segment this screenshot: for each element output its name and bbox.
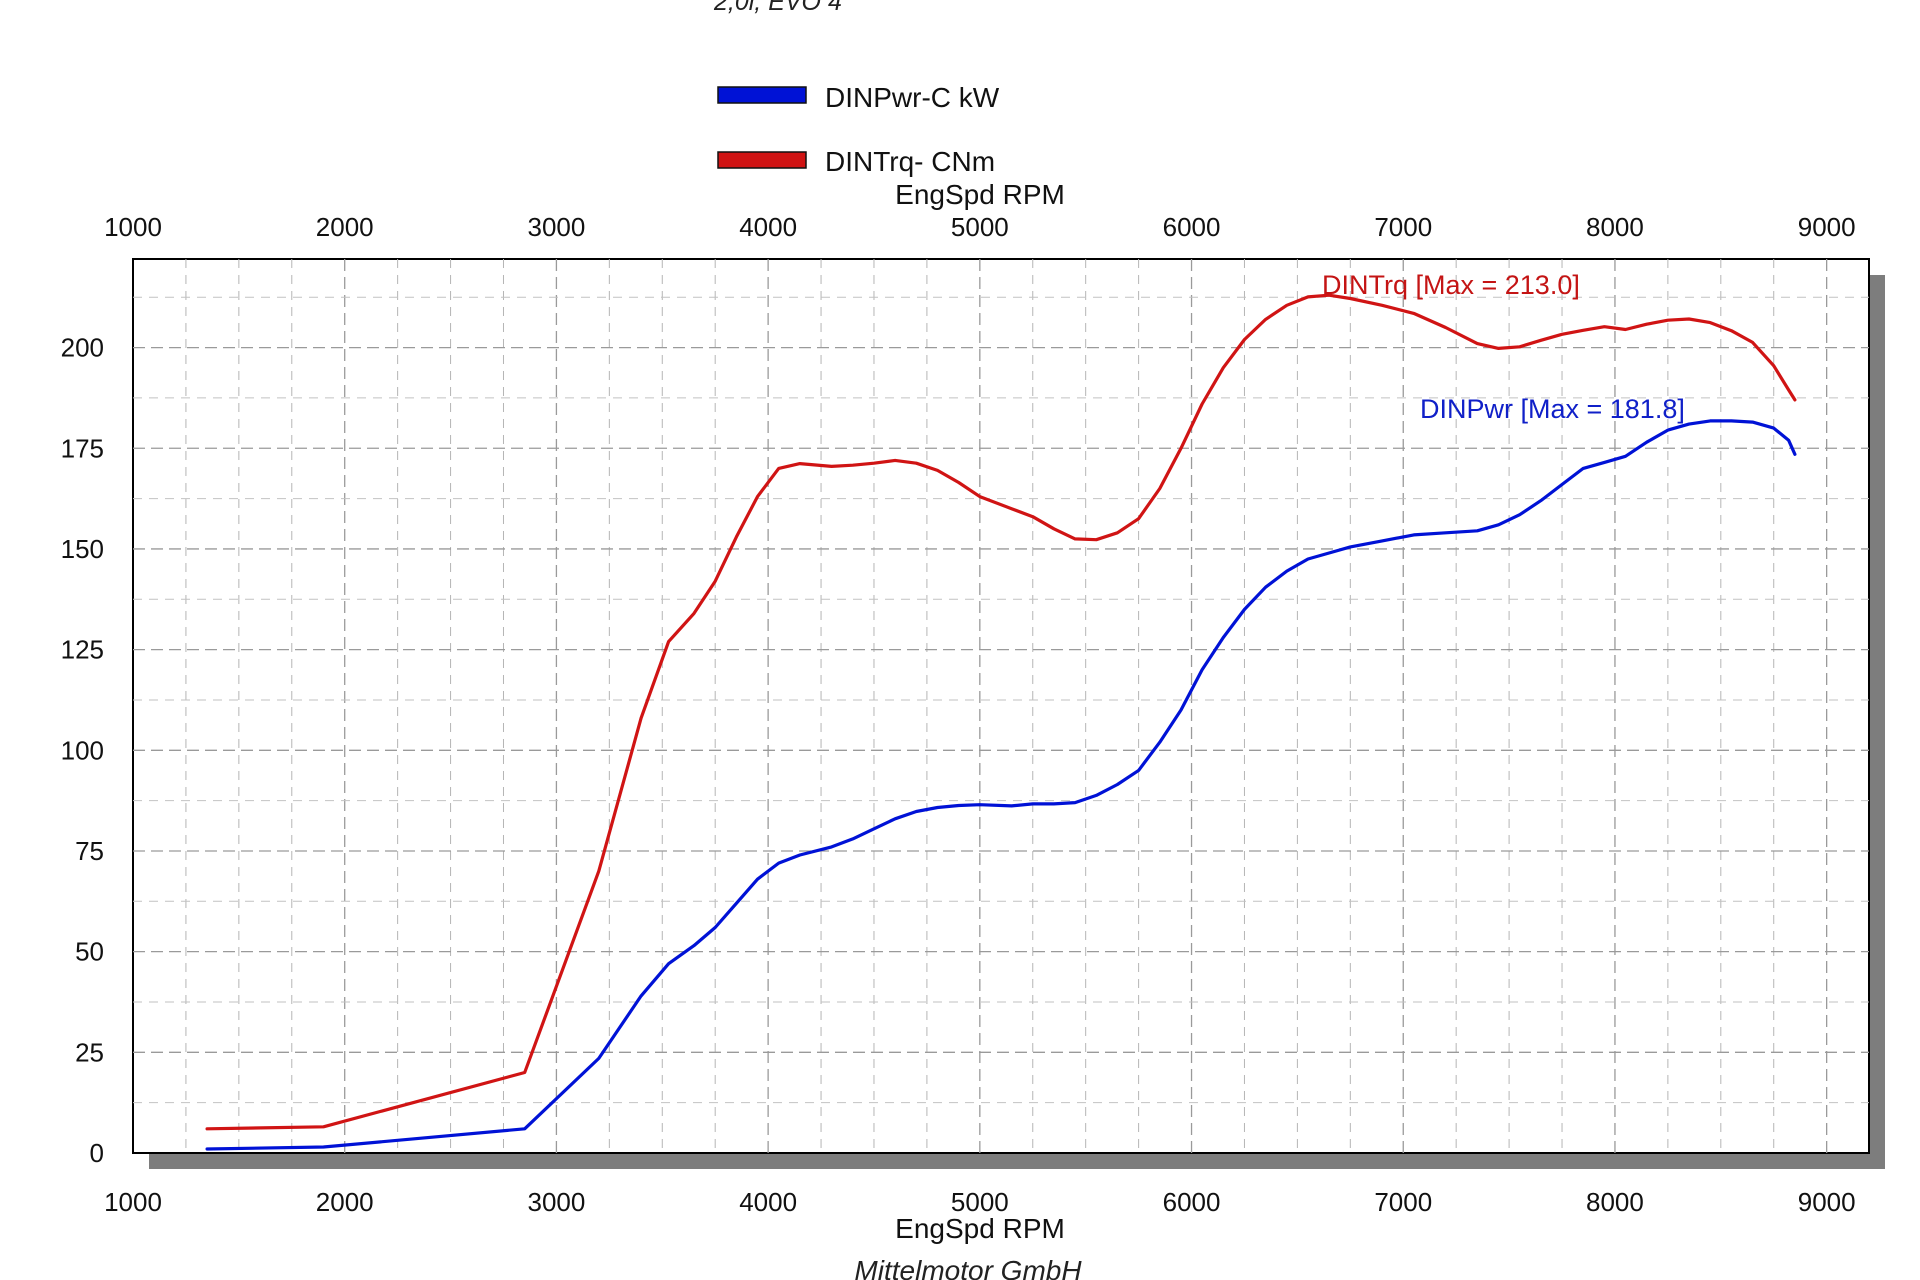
x-tick-label-top: 9000 [1798,212,1856,242]
power-max-annotation: DINPwr [Max = 181.8] [1420,394,1685,424]
plot-area [132,258,1870,1154]
x-axis-bottom-title: EngSpd RPM [895,1213,1065,1244]
y-tick-label: 75 [75,836,104,866]
y-tick-label: 125 [61,635,104,665]
x-tick-label-bottom: 9000 [1798,1187,1856,1217]
y-tick-label: 175 [61,433,104,463]
x-tick-label-top: 7000 [1374,212,1432,242]
torque-series-line [205,293,1797,1131]
x-tick-label-top: 3000 [527,212,585,242]
y-tick-label: 25 [75,1037,104,1067]
legend: DINPwr-C kW DINTrq- CNm [717,82,1000,177]
x-tick-label-bottom: 3000 [527,1187,585,1217]
x-tick-label-bottom: 2000 [316,1187,374,1217]
x-tick-label-top: 2000 [316,212,374,242]
ticks: 1000100020002000300030004000400050005000… [61,212,1856,1217]
x-tick-label-bottom: 4000 [739,1187,797,1217]
x-tick-label-bottom: 8000 [1586,1187,1644,1217]
x-tick-label-bottom: 7000 [1374,1187,1432,1217]
x-tick-label-top: 4000 [739,212,797,242]
grid [133,259,1869,1153]
torque-max-annotation: DINTrq [Max = 213.0] [1322,270,1580,300]
y-tick-label: 50 [75,937,104,967]
legend-label-power: DINPwr-C kW [825,82,1000,113]
y-tick-label: 0 [90,1138,104,1168]
y-tick-label: 200 [61,333,104,363]
series [205,293,1797,1151]
x-tick-label-bottom: 6000 [1163,1187,1221,1217]
legend-label-torque: DINTrq- CNm [825,146,995,177]
x-tick-label-top: 1000 [104,212,162,242]
power-series-line [205,419,1797,1151]
legend-swatch-power [717,86,807,104]
legend-swatch-torque [717,151,807,169]
x-tick-label-top: 5000 [951,212,1009,242]
x-tick-label-bottom: 1000 [104,1187,162,1217]
footer-company: Mittelmotor GmbH [854,1255,1082,1280]
x-axis-top-title: EngSpd RPM [895,179,1065,210]
x-tick-label-bottom: 5000 [951,1187,1009,1217]
chart-subtitle: 2,0l, EVO 4 [713,0,842,16]
x-tick-label-top: 6000 [1163,212,1221,242]
y-tick-label: 150 [61,534,104,564]
x-tick-label-top: 8000 [1586,212,1644,242]
y-tick-label: 100 [61,735,104,765]
